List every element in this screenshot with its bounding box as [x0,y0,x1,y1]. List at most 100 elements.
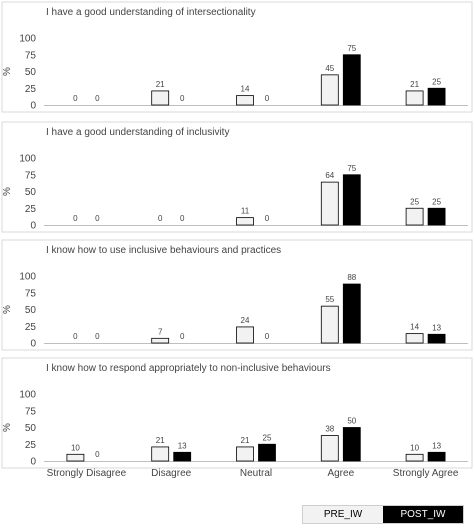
data-label: 25 [263,433,272,442]
panel-frame [1,239,473,351]
data-label: 11 [241,207,250,216]
panel-title: I have a good understanding of inclusivi… [46,127,229,138]
bar-pre-iw [151,90,170,106]
bar-post-iw [342,54,361,106]
x-tick-label: Strongly Agree [393,468,459,479]
bar-pre-iw [320,74,339,106]
data-label: 25 [432,197,441,206]
y-tick-label: 100 [19,390,36,401]
data-label: 21 [241,436,250,445]
y-tick-label: 50 [25,187,37,198]
y-axis-label: % [2,305,13,314]
bar-pre-iw [405,453,424,462]
data-label: 88 [347,273,356,282]
data-label: 0 [73,94,78,103]
data-label: 0 [95,332,100,341]
y-axis-label: % [2,67,13,76]
y-tick-label: 100 [19,34,36,45]
y-tick-label: 50 [25,423,37,434]
data-label: 13 [178,441,187,450]
bar-post-iw [342,427,361,462]
data-label: 50 [347,417,356,426]
bar-post-iw [342,174,361,226]
panel-title: I know how to respond appropriately to n… [46,363,331,374]
panel-frame [1,357,473,469]
bar-pre-iw [236,446,254,462]
x-tick-label: Neutral [240,468,272,479]
data-label: 0 [73,214,78,223]
data-label: 75 [347,44,356,53]
data-label: 25 [410,197,419,206]
data-label: 10 [410,443,419,452]
y-tick-label: 50 [25,67,37,78]
data-label: 0 [158,214,163,223]
data-label: 0 [73,332,78,341]
y-tick-label: 100 [19,272,36,283]
panel-frame [1,1,473,113]
y-tick-label: 25 [25,440,37,451]
bar-pre-iw [236,326,254,344]
bar-post-iw [427,87,446,106]
bar-pre-iw [320,435,339,462]
data-label: 24 [241,316,250,325]
data-label: 21 [156,436,165,445]
data-label: 45 [325,64,334,73]
y-tick-label: 0 [30,221,36,232]
data-label: 0 [265,94,270,103]
chart-svg: I have a good understanding of intersect… [1,1,473,479]
y-axis-label: % [2,423,13,432]
data-label: 13 [432,441,441,450]
x-tick-label: Disagree [151,468,191,479]
bar-pre-iw [236,95,254,106]
data-label: 0 [265,332,270,341]
y-tick-label: 75 [25,50,37,61]
bar-post-iw [427,207,446,226]
data-label: 0 [265,214,270,223]
y-tick-label: 75 [25,288,37,299]
panel-frame [1,121,473,233]
bar-pre-iw [151,446,170,462]
data-label: 14 [410,323,419,332]
data-label: 64 [325,171,334,180]
panel-title: I have a good understanding of intersect… [46,7,256,18]
data-label: 0 [180,94,185,103]
bar-post-iw [427,333,446,344]
legend-item-post-iw: POST_IW [383,506,463,523]
y-tick-label: 50 [25,305,37,316]
data-label: 0 [180,214,185,223]
chart-legend: PRE_IW POST_IW [302,505,464,524]
panel-title: I know how to use inclusive behaviours a… [46,245,281,256]
data-label: 55 [325,295,334,304]
data-label: 10 [71,443,80,452]
data-label: 38 [325,425,334,434]
bar-post-iw [342,283,361,344]
bar-post-iw [173,451,192,462]
data-label: 0 [95,94,100,103]
x-tick-label: Agree [327,468,354,479]
bar-pre-iw [405,90,424,106]
bar-pre-iw [151,337,170,344]
legend-item-pre-iw: PRE_IW [303,506,383,523]
data-label: 7 [158,327,163,336]
bar-pre-iw [236,217,254,226]
data-label: 25 [432,77,441,86]
bar-post-iw [427,451,446,462]
bar-pre-iw [405,333,424,344]
bar-pre-iw [66,453,85,462]
y-axis-label: % [2,187,13,196]
y-tick-label: 100 [19,154,36,165]
data-label: 0 [95,214,100,223]
data-label: 14 [241,85,250,94]
data-label: 0 [180,332,185,341]
y-tick-label: 25 [25,84,37,95]
y-tick-label: 75 [25,170,37,181]
bar-pre-iw [320,305,339,344]
data-label: 0 [95,450,100,459]
data-label: 13 [432,323,441,332]
data-label: 21 [410,80,419,89]
data-label: 75 [347,164,356,173]
y-tick-label: 25 [25,204,37,215]
y-tick-label: 75 [25,406,37,417]
y-tick-label: 0 [30,101,36,112]
